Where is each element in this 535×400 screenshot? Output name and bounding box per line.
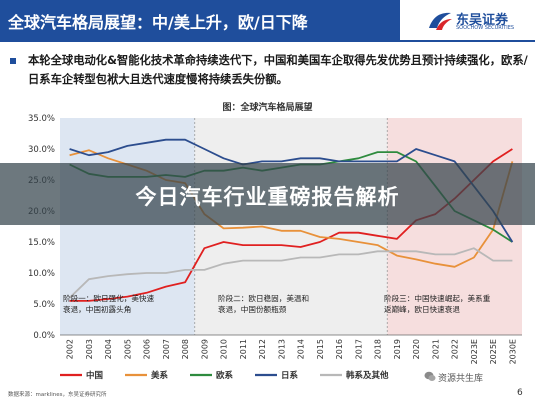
legend-label: 韩系及其他 (346, 370, 389, 381)
header-rule (0, 40, 535, 42)
stage-label: 阶段二：欧日稳固，美温和衰退，中国份额瓶颈 (218, 293, 309, 314)
series-line (68, 247, 513, 299)
x-tick-label: 2017 (354, 339, 363, 359)
x-tick-label: 2023E (470, 339, 479, 364)
legend-label: 欧系 (216, 370, 234, 381)
x-tick-label: 2013 (277, 339, 286, 359)
page-title: 全球汽车格局展望：中/美上升，欧/日下降 (8, 13, 308, 32)
chart-legend: 中国 美系 欧系 日系 韩系及其他 (60, 370, 389, 381)
market-share-chart: 0.0%5.0%10.0%15.0%20.0%25.0%30.0%35.0% 2… (28, 114, 522, 381)
header-bar: 全球汽车格局展望：中/美上升，欧/日下降 (0, 0, 400, 40)
y-tick-label: 30.0% (28, 145, 55, 155)
series-line (69, 138, 514, 243)
overlay-banner (0, 163, 535, 225)
overlay-banner-text: 今日汽车行业重磅报告解析 (135, 185, 400, 209)
x-tick-label: 2002 (66, 339, 75, 359)
stage-dividers (194, 118, 388, 335)
x-tick-label: 2015 (316, 339, 325, 359)
stage-labels: 阶段一：欧日强化，美快速衰退，中国初露头角 阶段二：欧日稳固，美温和衰退，中国份额… (63, 293, 491, 314)
x-tick-label: 2030E (508, 339, 517, 364)
x-tick-label: 2008 (181, 339, 190, 359)
x-tick-label: 2018 (374, 339, 383, 359)
stage-background (60, 118, 195, 335)
page-number: 6 (517, 388, 523, 398)
x-tick-label: 2004 (104, 339, 113, 359)
stage-label-line: 返巅峰，欧日快速衰退 (384, 304, 460, 314)
x-tick-label: 2025E (489, 339, 498, 364)
stage-label-line: 衰退，中国初露头角 (63, 304, 131, 314)
y-tick-label: 35.0% (28, 114, 55, 124)
stage-label-line: 阶段二：欧日稳固，美温和 (218, 293, 309, 303)
x-tick-label: 2011 (239, 339, 248, 359)
logo-name: 东吴证券 (456, 13, 509, 28)
legend-label: 日系 (281, 370, 299, 381)
stage-label: 阶段一：欧日强化，美快速衰退，中国初露头角 (63, 293, 155, 314)
x-axis: 2002 2003 2004 2005 2006 2007 2008 2009 2010 2011… (60, 334, 522, 364)
stage-label-line: 阶段三：中国快速崛起，美系重 (384, 293, 491, 303)
x-tick-label: 2007 (162, 339, 171, 359)
x-tick-label: 2012 (258, 339, 267, 359)
x-tick-label: 2020 (412, 339, 421, 359)
x-tick-label: 2010 (220, 339, 229, 359)
brand-logo: 东吴证券 SOOCHOW SECURITIES (427, 8, 531, 36)
y-axis: 0.0%5.0%10.0%15.0%20.0%25.0%30.0%35.0% (28, 114, 55, 341)
y-tick-label: 15.0% (28, 238, 55, 248)
x-tick-label: 2019 (393, 339, 402, 359)
x-tick-label: 2003 (85, 339, 94, 359)
stage-label-line: 衰退，中国份额瓶颈 (218, 304, 287, 314)
legend-label: 中国 (86, 370, 103, 381)
y-tick-label: 10.0% (28, 269, 55, 279)
stage-label-line: 阶段一：欧日强化，美快速 (63, 293, 155, 303)
stage-background (194, 118, 388, 335)
wechat-icon (424, 371, 436, 381)
x-tick-label: 2005 (123, 339, 132, 359)
legend-label: 美系 (151, 370, 169, 381)
figure-title: 图：全球汽车格局展望 (222, 103, 313, 113)
stage-label: 阶段三：中国快速崛起，美系重返巅峰，欧日快速衰退 (384, 293, 491, 314)
x-tick-label: 2016 (335, 339, 344, 359)
logo-mark-icon (429, 12, 452, 30)
summary-text: 本轮全球电动化&智能化技术革命持续迭代下，中国和美国车企取得先发优势且预计持续强… (28, 54, 528, 86)
y-tick-label: 0.0% (33, 331, 55, 341)
bullet-icon (10, 58, 16, 64)
y-tick-label: 5.0% (33, 300, 55, 310)
x-tick-label: 2022 (451, 339, 460, 359)
x-tick-label: 2006 (143, 339, 152, 359)
x-tick-label: 2021 (431, 339, 440, 359)
x-tick-label: 2009 (200, 339, 209, 359)
footer-source: 数据来源：marklines，东吴证券研究所 (8, 392, 107, 398)
logo-subtitle: SOOCHOW SECURITIES (456, 25, 515, 31)
x-tick-label: 2014 (297, 339, 306, 359)
watermark: 资源共生库 (438, 374, 484, 384)
